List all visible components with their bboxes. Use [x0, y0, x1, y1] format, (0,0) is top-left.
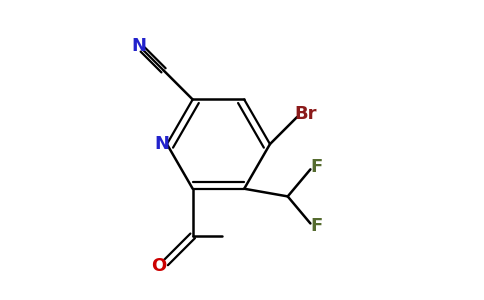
- Text: N: N: [154, 135, 169, 153]
- Text: Br: Br: [294, 105, 317, 123]
- Text: F: F: [311, 158, 323, 176]
- Text: N: N: [132, 37, 147, 55]
- Text: O: O: [151, 257, 167, 275]
- Text: F: F: [311, 217, 323, 235]
